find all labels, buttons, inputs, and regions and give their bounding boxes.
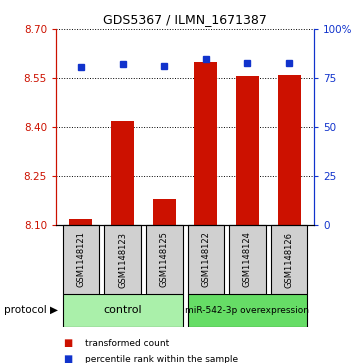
Bar	[187, 294, 308, 327]
Text: protocol ▶: protocol ▶	[4, 305, 58, 315]
Text: GSM1148126: GSM1148126	[284, 232, 293, 287]
Text: percentile rank within the sample: percentile rank within the sample	[85, 355, 238, 363]
Text: GSM1148124: GSM1148124	[243, 232, 252, 287]
Text: GSM1148123: GSM1148123	[118, 232, 127, 287]
Bar	[111, 121, 134, 225]
Text: ■: ■	[63, 338, 73, 348]
Text: GSM1148121: GSM1148121	[77, 232, 86, 287]
Bar	[153, 199, 176, 225]
Bar	[187, 225, 224, 294]
Bar	[229, 225, 266, 294]
Bar	[69, 219, 92, 225]
Text: GSM1148122: GSM1148122	[201, 232, 210, 287]
Text: miR-542-3p overexpression: miR-542-3p overexpression	[186, 306, 309, 315]
Text: control: control	[103, 305, 142, 315]
Bar	[146, 225, 183, 294]
Text: ■: ■	[63, 354, 73, 363]
Text: GSM1148125: GSM1148125	[160, 232, 169, 287]
Bar	[62, 225, 99, 294]
Bar	[104, 225, 141, 294]
Bar	[278, 75, 301, 225]
Bar	[236, 76, 259, 225]
Bar	[271, 225, 308, 294]
Title: GDS5367 / ILMN_1671387: GDS5367 / ILMN_1671387	[103, 13, 267, 26]
Bar	[62, 294, 183, 327]
Bar	[194, 62, 217, 225]
Text: transformed count: transformed count	[85, 339, 169, 347]
